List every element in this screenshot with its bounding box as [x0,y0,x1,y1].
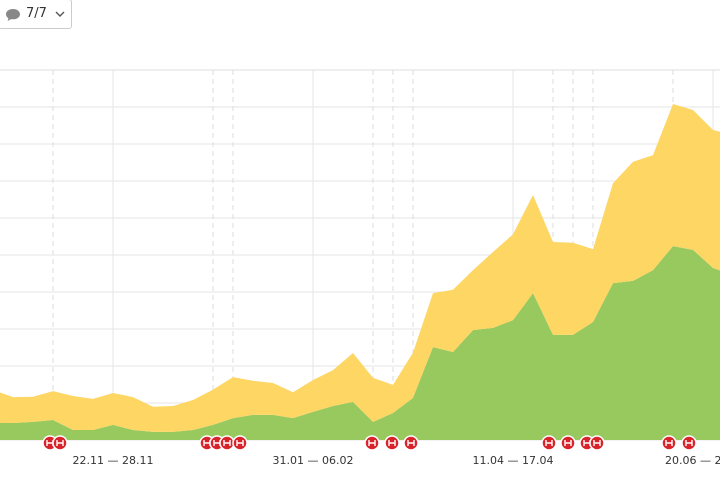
x-tick-label: 20.06 — 2 [665,454,720,467]
x-tick-label: 31.01 — 06.02 [273,454,354,467]
marker-icon [685,440,693,446]
x-tick-label: 11.04 — 17.04 [473,454,554,467]
annotation-marker [219,435,235,451]
area [0,104,720,432]
marker-icon [407,440,415,446]
annotation-marker [560,435,576,451]
x-tick-label: 22.11 — 28.11 [73,454,154,467]
marker-icon [388,440,396,446]
annotation-marker [403,435,419,451]
annotation-marker [384,435,400,451]
marker-icon [665,440,673,446]
marker-icon [593,440,601,446]
annotation-marker [661,435,677,451]
marker-icon [223,440,231,446]
annotation-marker [232,435,248,451]
chevron [55,11,65,17]
comment-icon [6,9,20,21]
annotation-marker [589,435,605,451]
marker-icon [564,440,572,446]
annotation-marker [541,435,557,451]
annotation-marker [364,435,380,451]
marker-icon [545,440,553,446]
comment-filter[interactable]: 7/7 [0,0,72,29]
annotation-marker [52,435,68,451]
marker-icon [236,440,244,446]
marker-icon [368,440,376,446]
marker-icon [56,440,64,446]
area [0,246,720,440]
annotation-marker [681,435,697,451]
filter-label: 7/7 [26,6,47,21]
